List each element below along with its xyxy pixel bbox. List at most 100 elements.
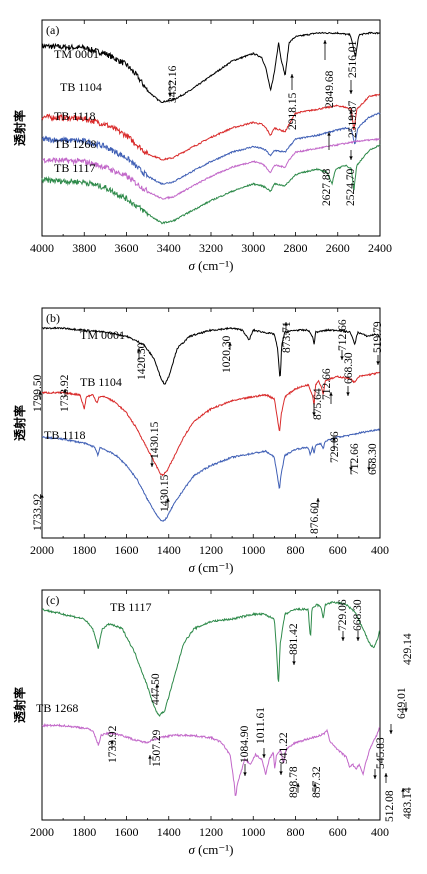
y-axis-label: 透射率 bbox=[12, 110, 27, 146]
peak-annotation: 712.66 bbox=[349, 443, 361, 475]
arrow-head bbox=[349, 467, 353, 471]
arrow-head bbox=[389, 730, 393, 734]
peak-annotation: 729.06 bbox=[337, 599, 349, 631]
arrow-head bbox=[404, 708, 408, 712]
peak-annotation: 429.14 bbox=[402, 633, 414, 665]
series-line-tb-1117 bbox=[41, 144, 381, 225]
series-line-tb-1268 bbox=[41, 137, 381, 200]
arrow-head bbox=[262, 754, 266, 758]
peak-annotation: 881.42 bbox=[288, 623, 300, 655]
series-line-tb-1118 bbox=[41, 428, 380, 523]
x-tick-label: 1400 bbox=[157, 543, 181, 557]
series-label: TB 1118 bbox=[44, 428, 85, 442]
series-line-tb-1118 bbox=[41, 112, 381, 185]
peak-annotation: 2849.68 bbox=[324, 70, 336, 108]
x-tick-label: 1000 bbox=[241, 543, 265, 557]
arrow-head bbox=[313, 783, 317, 787]
series-line-tm-0001 bbox=[41, 31, 381, 103]
x-tick-label: 2600 bbox=[326, 241, 350, 255]
x-tick-label: 800 bbox=[287, 543, 305, 557]
chart-panel-2: 2000 1800 1600 1400 1200 1000 800 600 400 σ (cm⁻¹… bbox=[12, 589, 414, 857]
arrow-head bbox=[279, 771, 283, 775]
panel-label: (a) bbox=[46, 23, 59, 37]
peak-annotation: 873.71 bbox=[281, 321, 293, 353]
chart-panel-1: 2000 1800 1600 1400 1200 1000 800 600 400 σ (cm⁻¹… bbox=[12, 307, 389, 575]
peak-annotation: 1020.30 bbox=[221, 335, 233, 373]
peak-annotation: 447.50 bbox=[150, 673, 162, 705]
peak-annotation: 668.30 bbox=[343, 352, 355, 384]
peak-annotation: 668.30 bbox=[367, 443, 379, 475]
plot-frame bbox=[41, 589, 381, 821]
peak-annotation: 2519.87 bbox=[347, 100, 359, 138]
series-label: TB 1104 bbox=[60, 80, 102, 94]
x-tick-label: 4000 bbox=[30, 241, 54, 255]
x-axis-label: σ (cm⁻¹) bbox=[189, 560, 234, 575]
arrow-head bbox=[340, 356, 344, 360]
peak-annotation: 876.60 bbox=[309, 502, 321, 534]
arrow-head bbox=[228, 342, 232, 346]
peak-annotation: 1430.15 bbox=[159, 474, 171, 512]
arrow-head bbox=[356, 637, 360, 641]
peak-annotation: 898.78 bbox=[288, 766, 300, 798]
panel-label: (c) bbox=[46, 593, 59, 607]
y-axis-label: 透射率 bbox=[12, 405, 27, 441]
arrow-head bbox=[341, 637, 345, 641]
peak-annotation: 875.64 bbox=[312, 388, 324, 420]
x-tick-label: 3400 bbox=[157, 241, 181, 255]
x-tick-label: 2000 bbox=[30, 825, 54, 839]
x-tick-label: 2800 bbox=[284, 241, 308, 255]
peak-annotation: 512.08 bbox=[384, 790, 396, 822]
peak-annotation: 857.32 bbox=[311, 766, 323, 798]
x-tick-label: 2000 bbox=[30, 543, 54, 557]
chart-panel-0: 4000 3800 3600 3400 3200 3000 2800 2600 2400 σ (c… bbox=[12, 19, 392, 273]
series-line-tb-1117 bbox=[41, 600, 380, 717]
y-axis-label: 透射率 bbox=[12, 687, 27, 723]
arrow-head bbox=[327, 132, 331, 136]
arrow-head bbox=[290, 74, 294, 78]
arrow-head bbox=[292, 661, 296, 665]
series-line-tm-0001 bbox=[41, 326, 380, 385]
arrow-head bbox=[110, 740, 114, 744]
peak-annotation: 2524.70 bbox=[345, 168, 357, 206]
x-tick-label: 400 bbox=[371, 543, 389, 557]
arrow-head bbox=[150, 463, 154, 467]
series-line-tb-1104 bbox=[41, 371, 380, 477]
arrow-head bbox=[329, 392, 333, 396]
x-tick-label: 1800 bbox=[72, 825, 96, 839]
series-label: TB 1268 bbox=[54, 137, 96, 151]
x-axis-label: σ (cm⁻¹) bbox=[189, 842, 234, 857]
arrow-head bbox=[349, 156, 353, 160]
x-tick-label: 400 bbox=[371, 825, 389, 839]
series-label: TB 1117 bbox=[110, 600, 151, 614]
peak-annotation: 712.66 bbox=[337, 319, 349, 351]
x-tick-label: 1200 bbox=[199, 543, 223, 557]
arrow-head bbox=[166, 498, 170, 502]
x-tick-label: 2400 bbox=[368, 241, 392, 255]
series-line-tb-1268 bbox=[41, 722, 380, 796]
arrow-head bbox=[63, 389, 67, 393]
arrow-head bbox=[316, 498, 320, 502]
series-label: TB 1118 bbox=[54, 109, 95, 123]
peak-annotation: 2627.88 bbox=[321, 168, 333, 206]
x-tick-label: 800 bbox=[287, 825, 305, 839]
arrow-head bbox=[373, 775, 377, 779]
peak-annotation: 1733.92 bbox=[107, 725, 119, 763]
x-tick-label: 1200 bbox=[199, 825, 223, 839]
peak-annotation: 712.66 bbox=[321, 368, 333, 400]
x-tick-label: 3200 bbox=[199, 241, 223, 255]
series-line-tb-1104 bbox=[41, 93, 381, 161]
arrow-head bbox=[148, 755, 152, 759]
arrow-head bbox=[376, 361, 380, 365]
peak-annotation: 668.30 bbox=[352, 599, 364, 631]
peak-annotation: 1084.90 bbox=[239, 725, 251, 763]
arrow-head bbox=[349, 90, 353, 94]
series-label: TM 0001 bbox=[54, 47, 99, 61]
peak-annotation: 649.01 bbox=[396, 687, 408, 719]
arrow-head bbox=[367, 467, 371, 471]
x-tick-label: 1600 bbox=[115, 825, 139, 839]
arrow-head bbox=[401, 788, 405, 792]
peak-annotation: 483.14 bbox=[402, 787, 414, 819]
arrow-head bbox=[155, 684, 159, 688]
peak-annotation: 1733.92 bbox=[32, 493, 44, 531]
